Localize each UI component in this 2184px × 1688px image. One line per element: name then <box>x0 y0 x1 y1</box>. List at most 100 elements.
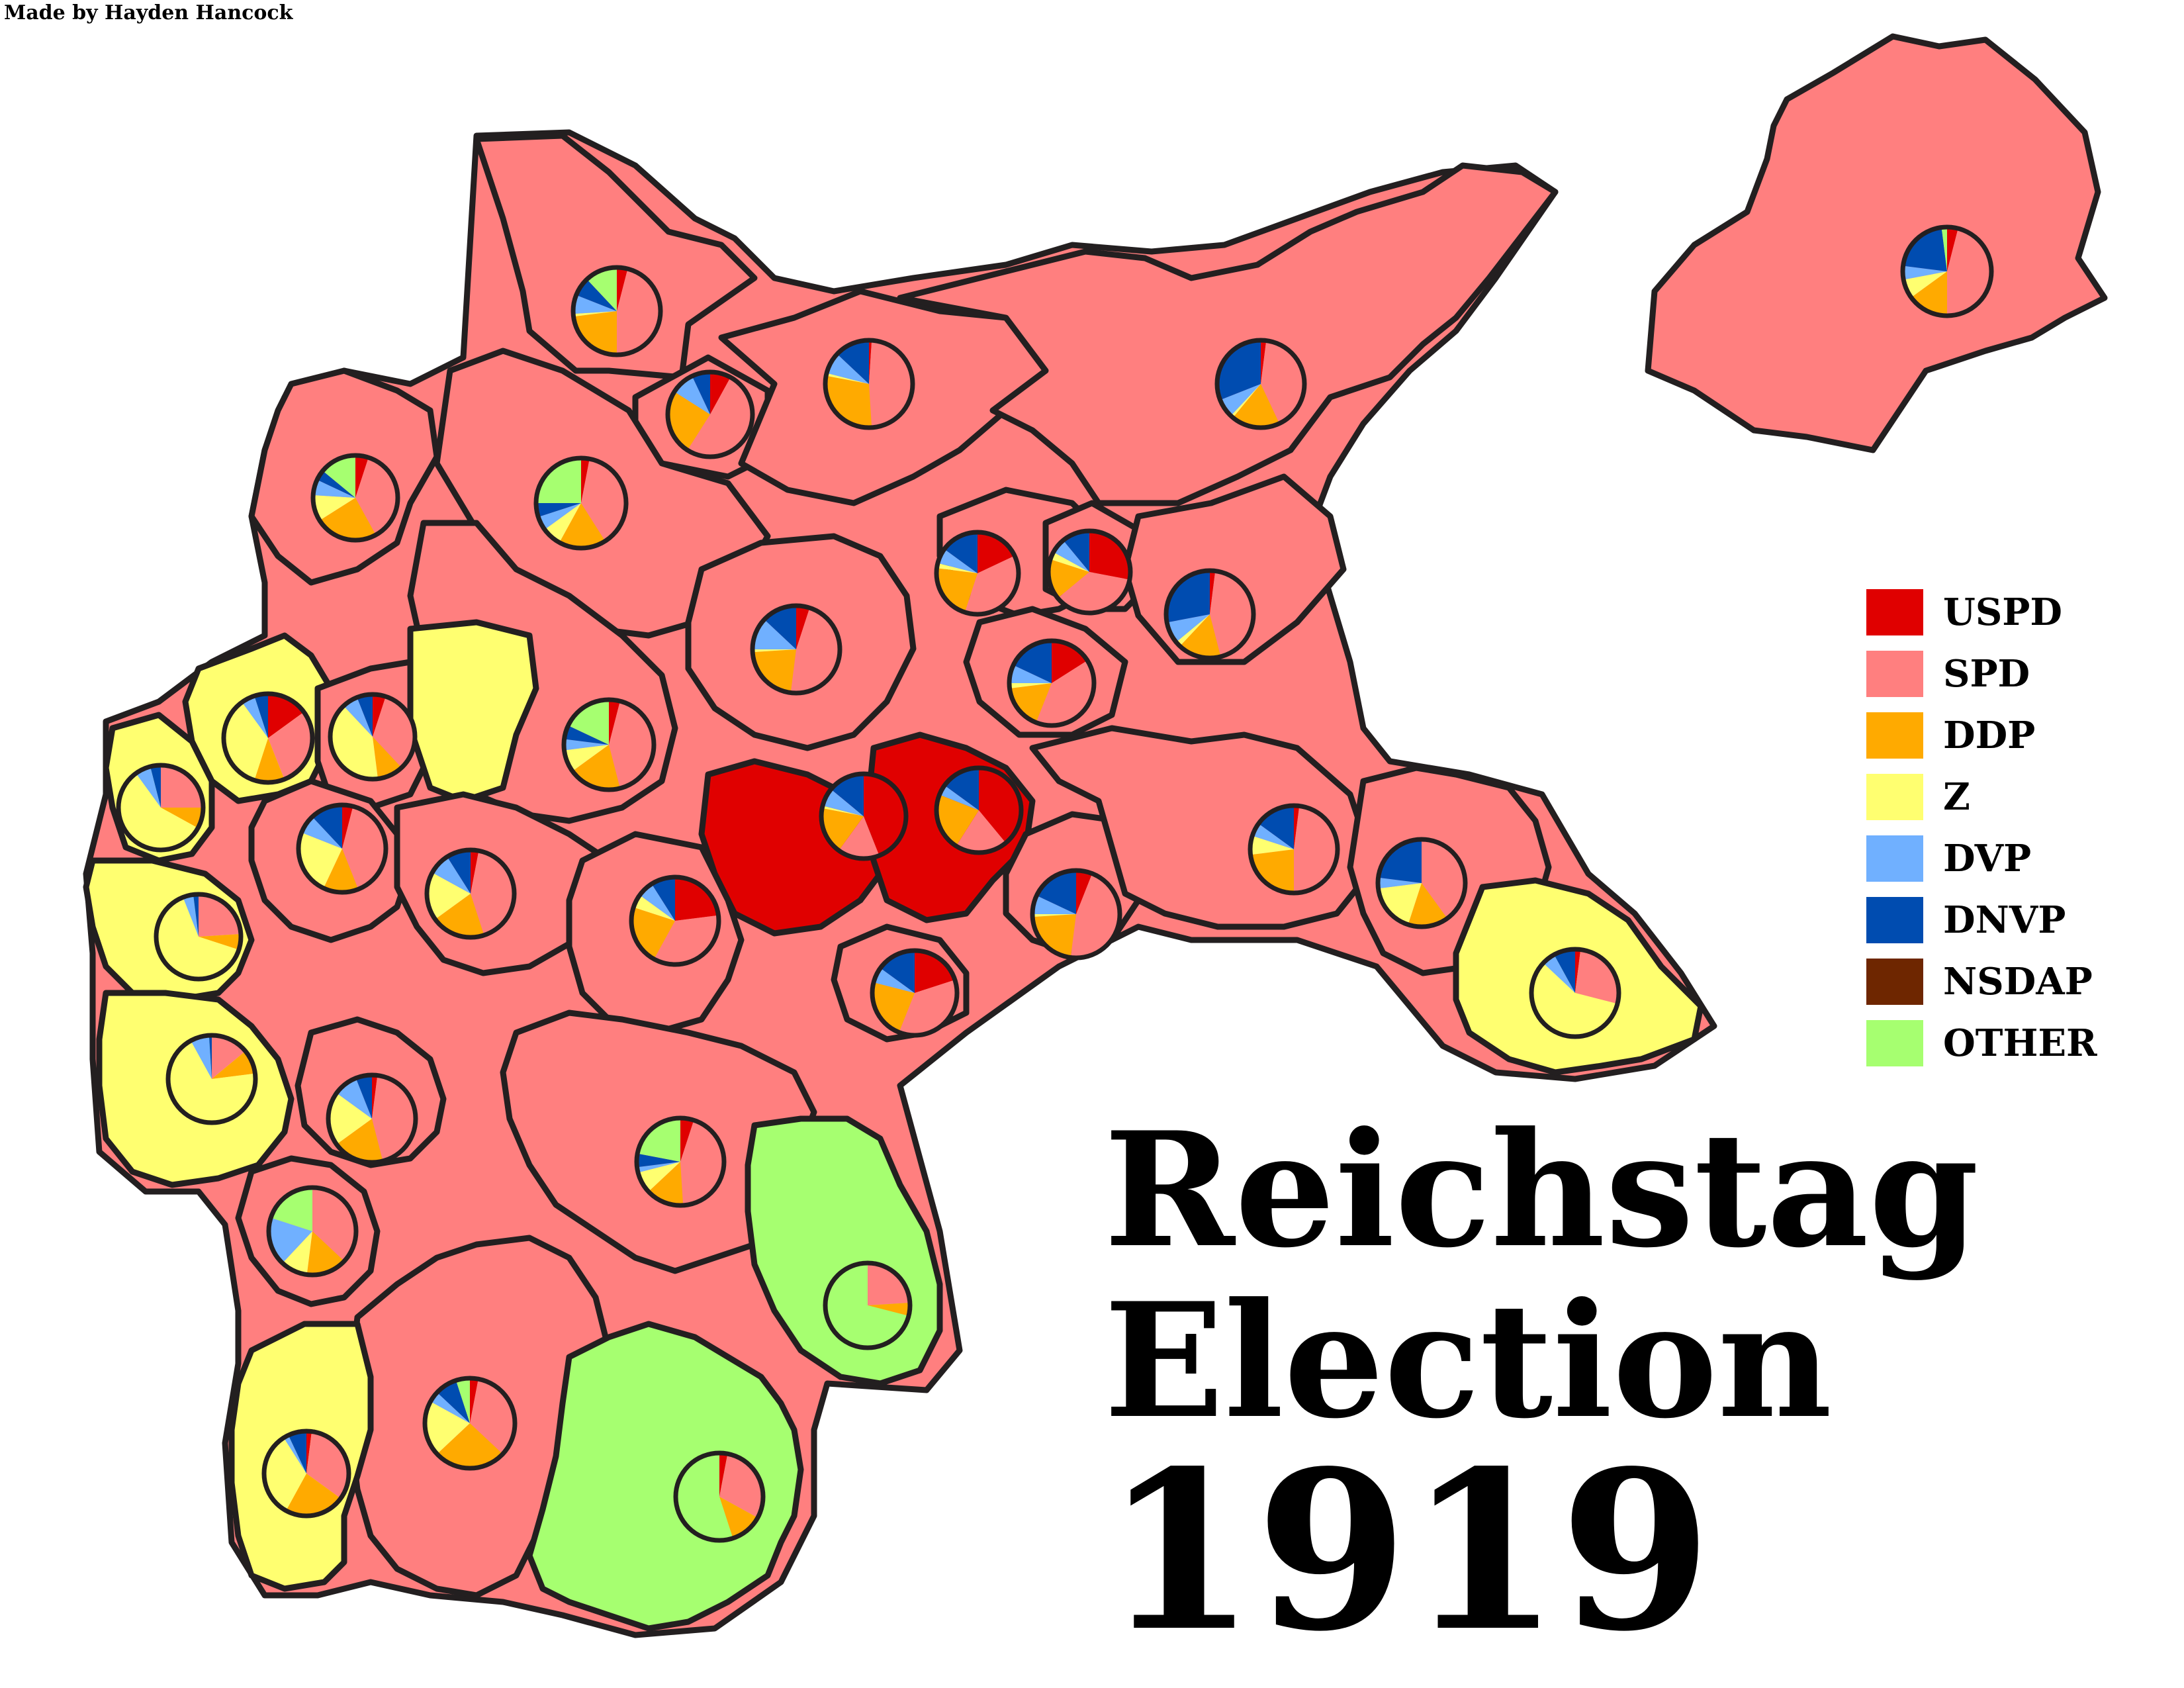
pie-outline-leipzig <box>934 765 1024 855</box>
pie-outline-breslau <box>1375 837 1468 929</box>
pie-slice-franconia-spd <box>680 1120 725 1205</box>
pie-slice-magdeburg-uspd <box>796 606 810 649</box>
pie-thuringia <box>629 874 721 967</box>
pie-outline-baden <box>261 1429 351 1519</box>
pie-slice-pomerania-z <box>1230 384 1261 418</box>
pie-chemnitz <box>870 948 960 1038</box>
pie-outline-hanover-east <box>533 455 629 551</box>
pie-slice-breslau-spd <box>1422 839 1466 919</box>
pie-slice-hesse-darmstadt-ddp <box>336 1119 383 1163</box>
pie-slice-baden-ddp <box>286 1474 341 1516</box>
pie-slice-hamburg-dvp <box>674 376 710 414</box>
pie-slice-dresden-z <box>1032 914 1076 917</box>
pie-slice-hanover-east-dvp <box>538 503 581 530</box>
pie-slice-schleswig-holstein-dnvp <box>576 279 617 311</box>
pie-slice-magdeburg-dnvp <box>764 606 796 649</box>
pie-westphalia-north <box>221 691 315 785</box>
legend-item-dnvp: DNVP <box>1866 889 2097 951</box>
pie-slice-potsdam-i-z <box>1009 683 1052 689</box>
legend-item-ddp: DDP <box>1866 704 2097 766</box>
pie-outline-hesse-nassau <box>424 847 517 940</box>
pie-koblenz-trier <box>165 1033 258 1125</box>
pie-berlin <box>1046 528 1133 616</box>
title-year: 1919 <box>1104 1423 1712 1679</box>
pie-slice-berlin-dnvp <box>1063 531 1089 572</box>
pie-hanover-east <box>533 455 629 551</box>
pie-slice-hesse-nassau-uspd <box>471 850 479 894</box>
pie-baden <box>261 1429 351 1519</box>
pie-outline-merseburg <box>819 771 909 861</box>
pie-slice-hanover-south-uspd <box>609 700 620 745</box>
pie-slice-franconia-other <box>637 1118 680 1162</box>
pie-slice-hanover-south-ddp <box>572 745 620 790</box>
pie-slice-east-prussia-other <box>1941 227 1947 271</box>
pie-outline-hanover-south <box>561 697 657 792</box>
pie-slice-cologne-aachen-ddp <box>199 933 241 950</box>
pie-slice-dresden-dvp <box>1032 895 1076 914</box>
pie-slice-wuerttemberg-other <box>455 1378 470 1423</box>
pie-outline-palatinate <box>266 1185 359 1278</box>
pie-slice-weser-ems-ddp <box>319 498 376 540</box>
pie-outline-schleswig-holstein <box>570 265 663 357</box>
pie-slice-potsdam-ii-ddp <box>936 568 978 612</box>
pie-slice-westphalia-south-spd <box>373 696 415 768</box>
pie-slice-east-prussia-z <box>1903 271 1947 298</box>
pie-outline-westphalia-south <box>328 692 418 782</box>
pie-outline-frankfurt-oder <box>1163 568 1256 661</box>
pie-magdeburg <box>750 603 842 696</box>
pie-slice-merseburg-uspd <box>864 774 907 856</box>
pie-leipzig <box>934 765 1024 855</box>
pie-liegnitz <box>1248 803 1340 896</box>
pie-slice-hanover-south-dnvp <box>564 726 609 745</box>
pie-slice-baden-z <box>264 1437 306 1511</box>
pie-slice-oppeln-dnvp <box>1554 949 1575 993</box>
pie-franconia <box>634 1115 727 1208</box>
legend-item-nsdap: NSDAP <box>1866 951 2097 1012</box>
pie-slice-chemnitz-uspd <box>915 951 955 993</box>
pie-slice-duesseldorf-west-z <box>118 773 199 850</box>
pie-slice-wuerttemberg-dvp <box>430 1392 470 1423</box>
legend-swatch-nsdap <box>1866 958 1923 1005</box>
pie-slice-hesse-darmstadt-dnvp <box>355 1074 372 1119</box>
pie-slice-pomerania-uspd <box>1261 340 1267 384</box>
pie-slice-merseburg-spd <box>839 816 880 859</box>
pie-outline-pomerania <box>1214 338 1307 430</box>
legend-swatch-uspd <box>1866 588 1923 635</box>
region-schleswig-holstein <box>473 132 758 381</box>
pie-slice-weser-ems-dvp <box>313 479 355 498</box>
pie-slice-potsdam-i-dvp <box>1009 665 1052 683</box>
region-upper-bavaria <box>526 1321 804 1632</box>
legend-item-other: OTHER <box>1866 1012 2097 1074</box>
pie-upper-bavaria <box>673 1450 766 1543</box>
pie-slice-east-prussia-dnvp <box>1903 227 1947 271</box>
pie-slice-east-prussia-dvp <box>1903 265 1947 280</box>
pie-hesse-darmstadt <box>326 1072 418 1165</box>
pie-slice-breslau-dvp <box>1377 877 1422 889</box>
pie-slice-franconia-dnvp <box>637 1153 680 1168</box>
pie-slice-hanover-east-other <box>536 458 581 503</box>
pie-cologne-aachen <box>154 892 244 982</box>
pie-slice-cologne-aachen-z <box>156 897 239 979</box>
pie-slice-chemnitz-spd <box>899 980 958 1036</box>
pie-slice-berlin-uspd <box>1089 531 1130 580</box>
pie-slice-westphalia-north-dnvp <box>254 694 268 738</box>
pie-slice-hamburg-uspd <box>710 372 731 414</box>
pie-slice-mecklenburg-z <box>826 373 869 384</box>
pie-slice-potsdam-i-ddp <box>1009 683 1052 723</box>
pie-slice-frankfurt-oder-dnvp <box>1166 571 1210 623</box>
pie-slice-chemnitz-dvp <box>874 968 915 993</box>
legend-swatch-ddp <box>1866 712 1923 759</box>
pie-potsdam-ii <box>934 530 1021 617</box>
pie-slice-hesse-darmstadt-uspd <box>372 1075 378 1119</box>
pie-slice-westphalia-south-dvp <box>343 697 373 737</box>
pie-slice-hanover-south-other <box>568 700 609 745</box>
pie-weser-ems <box>310 453 400 543</box>
pie-slice-potsdam-ii-z <box>936 563 978 573</box>
pie-outline-koblenz-trier <box>165 1033 258 1125</box>
pie-wuerttemberg <box>422 1376 518 1471</box>
pie-slice-westphalia-south-dnvp <box>357 694 373 737</box>
pie-slice-oppeln-spd <box>1575 949 1619 1004</box>
pie-slice-frankfurt-oder-z <box>1176 614 1210 647</box>
pie-slice-leipzig-ddp <box>936 794 979 847</box>
pie-slice-wuerttemberg-z <box>424 1401 470 1454</box>
